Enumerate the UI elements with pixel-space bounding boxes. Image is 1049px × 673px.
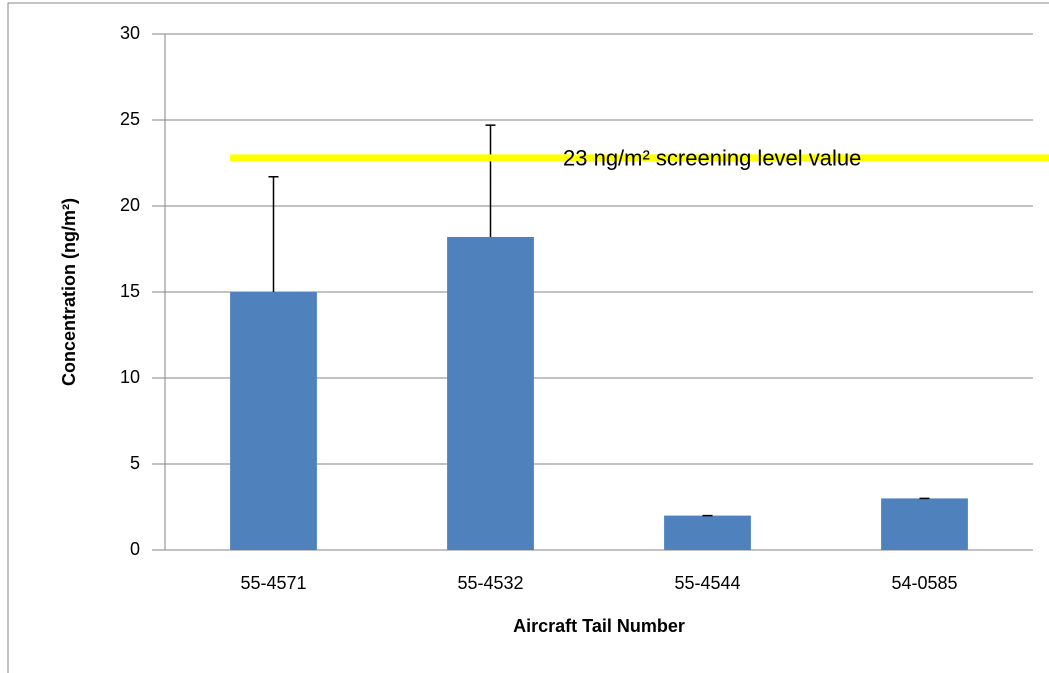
bar	[447, 236, 534, 550]
y-tick-label: 25	[120, 109, 140, 129]
y-tick-label: 30	[120, 23, 140, 43]
reference-line-label: 23 ng/m² screening level value	[563, 146, 861, 171]
bar	[664, 515, 751, 550]
y-tick-label: 10	[120, 367, 140, 387]
x-tick-label: 54-0585	[891, 573, 957, 593]
x-tick-label: 55-4544	[674, 573, 740, 593]
bar	[230, 292, 317, 550]
x-axis-title: Aircraft Tail Number	[513, 616, 685, 636]
y-tick-label: 20	[120, 195, 140, 215]
y-tick-label: 5	[130, 453, 140, 473]
error-bar	[485, 124, 496, 237]
x-tick-label: 55-4571	[240, 573, 306, 593]
y-tick-label: 15	[120, 281, 140, 301]
bar	[881, 498, 968, 550]
y-tick-label: 0	[130, 539, 140, 559]
y-axis-title: Concentration (ng/m²)	[59, 198, 79, 386]
x-tick-label: 55-4532	[457, 573, 523, 593]
error-bar	[268, 176, 279, 292]
chart-border	[7, 2, 1049, 673]
